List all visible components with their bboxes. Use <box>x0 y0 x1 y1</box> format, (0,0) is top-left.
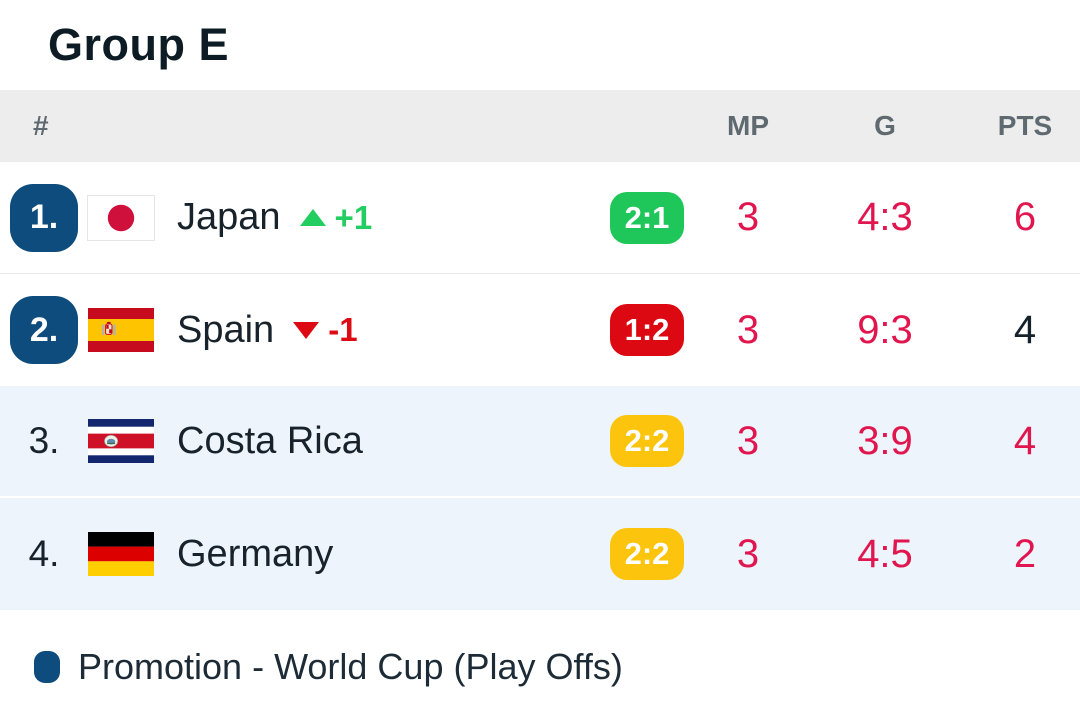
team-flag-icon <box>88 308 154 352</box>
movement-indicator: +1 <box>299 198 373 237</box>
rank-cell: 2. <box>0 296 88 364</box>
form-badge[interactable]: 1:2 <box>610 304 684 356</box>
mp-cell: 3 <box>736 195 760 239</box>
legend: Promotion - World Cup (Play Offs) <box>0 610 1080 714</box>
goals-cell: 9:3 <box>857 307 913 352</box>
team-cell: Germany <box>166 533 598 576</box>
form-cell: 2:1 <box>598 191 696 244</box>
legend-label: Promotion - World Cup (Play Offs) <box>78 646 623 687</box>
table-row[interactable]: 2. Spain -1 1:2 3 9:3 4 <box>0 274 1080 386</box>
form-cell: 2:2 <box>598 415 696 467</box>
title-bar: Group E <box>0 0 1080 90</box>
team-cell: Japan +1 <box>166 196 598 239</box>
table-header: # MP G PTS <box>0 90 1080 162</box>
goals-cell: 4:5 <box>857 531 913 576</box>
team-cell: Spain -1 <box>166 309 598 352</box>
points-cell: 6 <box>1013 195 1037 239</box>
rank-cell: 4. <box>0 533 88 575</box>
points-cell: 2 <box>1013 531 1037 576</box>
table-row[interactable]: 1. Japan +1 2:1 3 4:3 6 <box>0 162 1080 274</box>
promotion-swatch-icon <box>34 651 60 683</box>
flag-cell <box>88 195 166 240</box>
rank-cell: 1. <box>0 183 88 252</box>
rank-badge: 4. <box>28 533 60 574</box>
form-badge[interactable]: 2:2 <box>610 415 684 467</box>
goals-cell: 3:9 <box>857 418 913 463</box>
form-cell: 2:2 <box>598 528 696 580</box>
rank-badge: 3. <box>28 420 60 461</box>
flag-cell <box>88 419 166 463</box>
team-flag-icon <box>88 419 154 463</box>
team-cell: Costa Rica <box>166 420 598 463</box>
form-cell: 1:2 <box>598 304 696 356</box>
rank-badge: 1. <box>10 183 78 252</box>
movement-indicator: -1 <box>293 311 358 349</box>
rank-badge: 2. <box>10 296 78 364</box>
table-row[interactable]: 3. Costa Rica 2:2 3 3:9 4 <box>0 386 1080 498</box>
team-name: Costa Rica <box>177 419 363 462</box>
form-badge[interactable]: 2:2 <box>610 528 684 580</box>
form-badge[interactable]: 2:1 <box>610 191 684 244</box>
movement-label: -1 <box>328 311 358 348</box>
movement-down-icon <box>293 321 320 339</box>
mp-cell: 3 <box>736 531 760 576</box>
header-pts: PTS <box>997 110 1053 141</box>
mp-cell: 3 <box>736 418 760 463</box>
mp-cell: 3 <box>736 307 760 352</box>
flag-cell <box>88 308 166 352</box>
table-body: 1. Japan +1 2:1 3 4:3 6 2. Spain <box>0 162 1080 610</box>
header-g: G <box>874 110 896 141</box>
movement-up-icon <box>299 209 326 226</box>
points-cell: 4 <box>1013 307 1037 352</box>
rank-cell: 3. <box>0 420 88 462</box>
team-flag-icon <box>88 195 154 240</box>
page-title: Group E <box>48 19 229 70</box>
team-name: Germany <box>177 532 334 575</box>
points-cell: 4 <box>1013 418 1037 463</box>
team-flag-icon <box>88 532 154 576</box>
team-name: Japan <box>177 196 281 238</box>
header-mp: MP <box>727 110 769 141</box>
header-rank: # <box>33 110 49 141</box>
goals-cell: 4:3 <box>857 195 913 239</box>
movement-label: +1 <box>334 198 373 236</box>
team-name: Spain <box>177 308 275 351</box>
flag-cell <box>88 532 166 576</box>
table-row[interactable]: 4. Germany 2:2 3 4:5 2 <box>0 498 1080 610</box>
